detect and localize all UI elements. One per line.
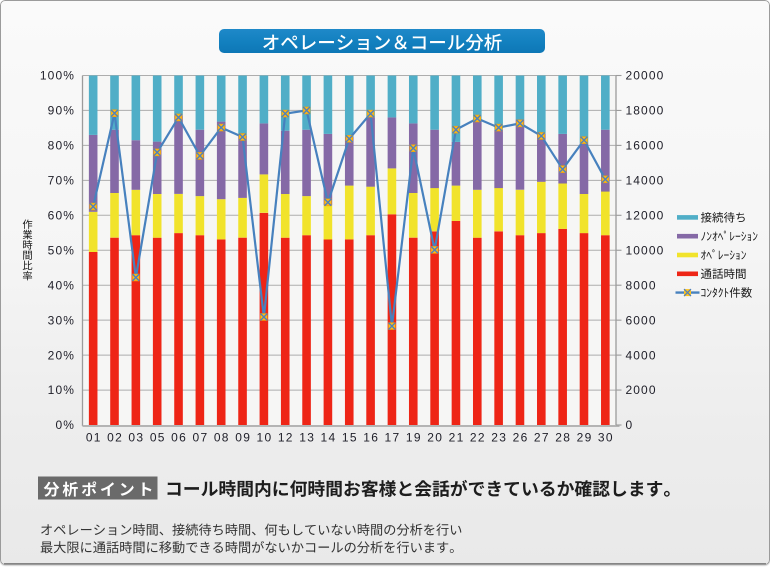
svg-text:23: 23 (491, 430, 507, 444)
svg-text:60%: 60% (48, 209, 75, 223)
svg-text:20%: 20% (48, 348, 75, 362)
svg-text:14: 14 (321, 430, 337, 444)
svg-text:07: 07 (193, 430, 209, 444)
svg-text:22: 22 (470, 430, 486, 444)
svg-text:30%: 30% (48, 313, 75, 327)
svg-text:18000: 18000 (626, 104, 665, 118)
svg-text:17: 17 (385, 430, 401, 444)
svg-text:03: 03 (128, 430, 144, 444)
svg-text:70%: 70% (48, 174, 75, 188)
svg-text:30: 30 (598, 430, 614, 444)
svg-text:40%: 40% (48, 278, 75, 292)
svg-text:20000: 20000 (626, 69, 665, 83)
svg-text:20: 20 (427, 430, 443, 444)
svg-text:05: 05 (150, 430, 166, 444)
svg-text:0%: 0% (55, 418, 75, 432)
svg-text:10000: 10000 (626, 243, 665, 257)
svg-text:10%: 10% (48, 383, 75, 397)
svg-text:12000: 12000 (626, 209, 665, 223)
svg-text:16: 16 (363, 430, 379, 444)
svg-text:80%: 80% (48, 139, 75, 153)
svg-text:4000: 4000 (626, 348, 657, 362)
svg-text:08: 08 (214, 430, 230, 444)
svg-text:27: 27 (534, 430, 550, 444)
svg-text:12: 12 (278, 430, 294, 444)
svg-text:29: 29 (577, 430, 593, 444)
svg-text:10: 10 (257, 430, 273, 444)
svg-text:01: 01 (86, 430, 102, 444)
svg-text:2000: 2000 (626, 383, 657, 397)
svg-text:14000: 14000 (626, 174, 665, 188)
svg-text:6000: 6000 (626, 313, 657, 327)
svg-text:19: 19 (406, 430, 422, 444)
svg-text:09: 09 (235, 430, 251, 444)
svg-text:06: 06 (171, 430, 187, 444)
svg-text:16000: 16000 (626, 139, 665, 153)
svg-text:28: 28 (555, 430, 571, 444)
svg-text:13: 13 (299, 430, 315, 444)
svg-text:26: 26 (513, 430, 529, 444)
svg-text:21: 21 (449, 430, 465, 444)
svg-text:0: 0 (626, 418, 634, 432)
svg-text:02: 02 (107, 430, 123, 444)
svg-text:15: 15 (342, 430, 358, 444)
svg-text:90%: 90% (48, 104, 75, 118)
svg-text:8000: 8000 (626, 278, 657, 292)
svg-text:50%: 50% (48, 243, 75, 257)
svg-text:100%: 100% (40, 69, 75, 83)
